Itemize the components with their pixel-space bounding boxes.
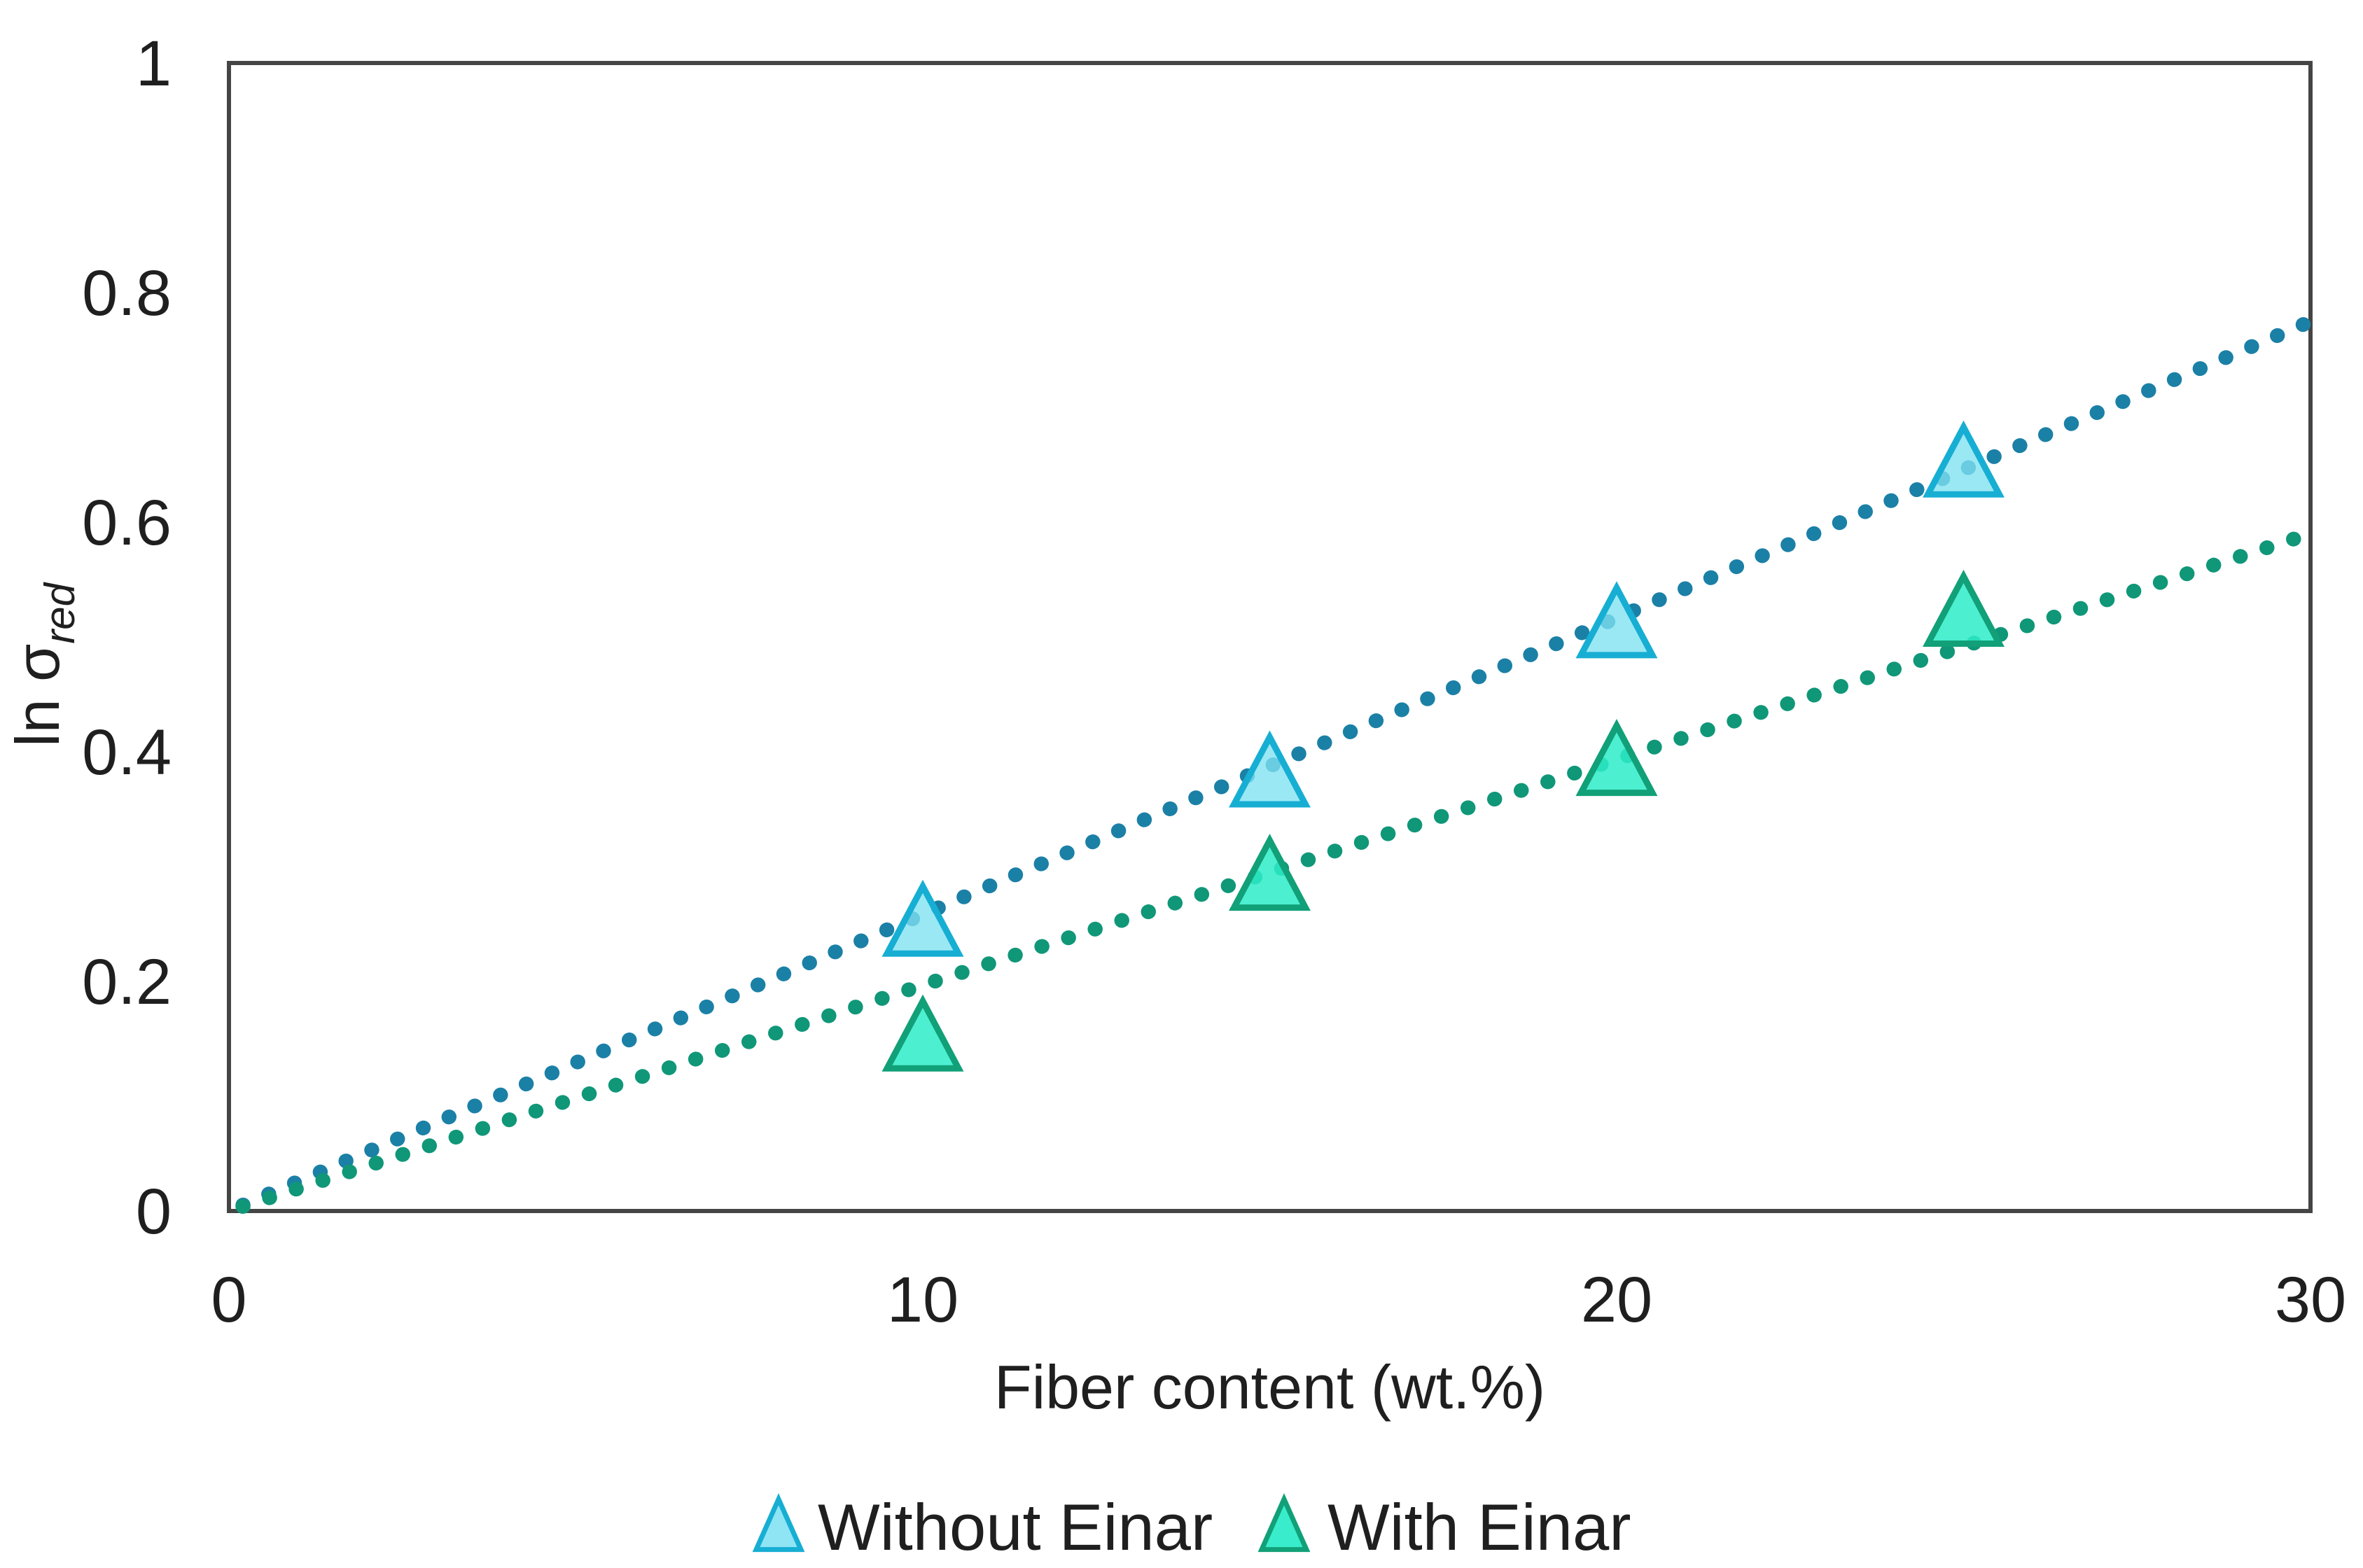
- y-tick-label: 0.6: [82, 487, 172, 559]
- x-tick-label: 0: [211, 1264, 246, 1336]
- x-tick-label: 10: [887, 1264, 959, 1336]
- legend-marker-triangle: [752, 1493, 805, 1553]
- data-marker-without-einar: [1575, 581, 1658, 659]
- data-marker-with-einar: [881, 994, 964, 1072]
- x-tick-label: 30: [2275, 1264, 2346, 1336]
- data-marker-with-einar: [1575, 719, 1658, 797]
- y-tick-label: 0.2: [82, 946, 172, 1018]
- legend-label: Without Einar: [818, 1490, 1213, 1564]
- y-tick-label: 0: [136, 1176, 172, 1247]
- legend-item-with-einar: With Einar: [1257, 1490, 1631, 1564]
- y-axis-title: ln σred: [3, 582, 83, 747]
- data-marker-with-einar: [1229, 834, 1311, 911]
- legend: Without Einar With Einar: [752, 1490, 1631, 1564]
- data-marker-without-einar: [1923, 420, 2005, 498]
- data-marker-without-einar: [881, 879, 964, 957]
- y-tick-label: 0.4: [82, 717, 172, 788]
- x-axis-title: Fiber content (wt.%): [994, 1352, 1545, 1422]
- x-tick-label: 20: [1581, 1264, 1652, 1336]
- data-marker-without-einar: [1229, 730, 1311, 808]
- y-tick-label: 1: [136, 28, 172, 99]
- data-marker-with-einar: [1923, 569, 2005, 647]
- legend-marker-triangle: [1257, 1493, 1311, 1553]
- legend-label: With Einar: [1327, 1490, 1631, 1564]
- plot-border: [227, 61, 2313, 1213]
- y-tick-label: 0.8: [82, 258, 172, 329]
- legend-item-without-einar: Without Einar: [752, 1490, 1213, 1564]
